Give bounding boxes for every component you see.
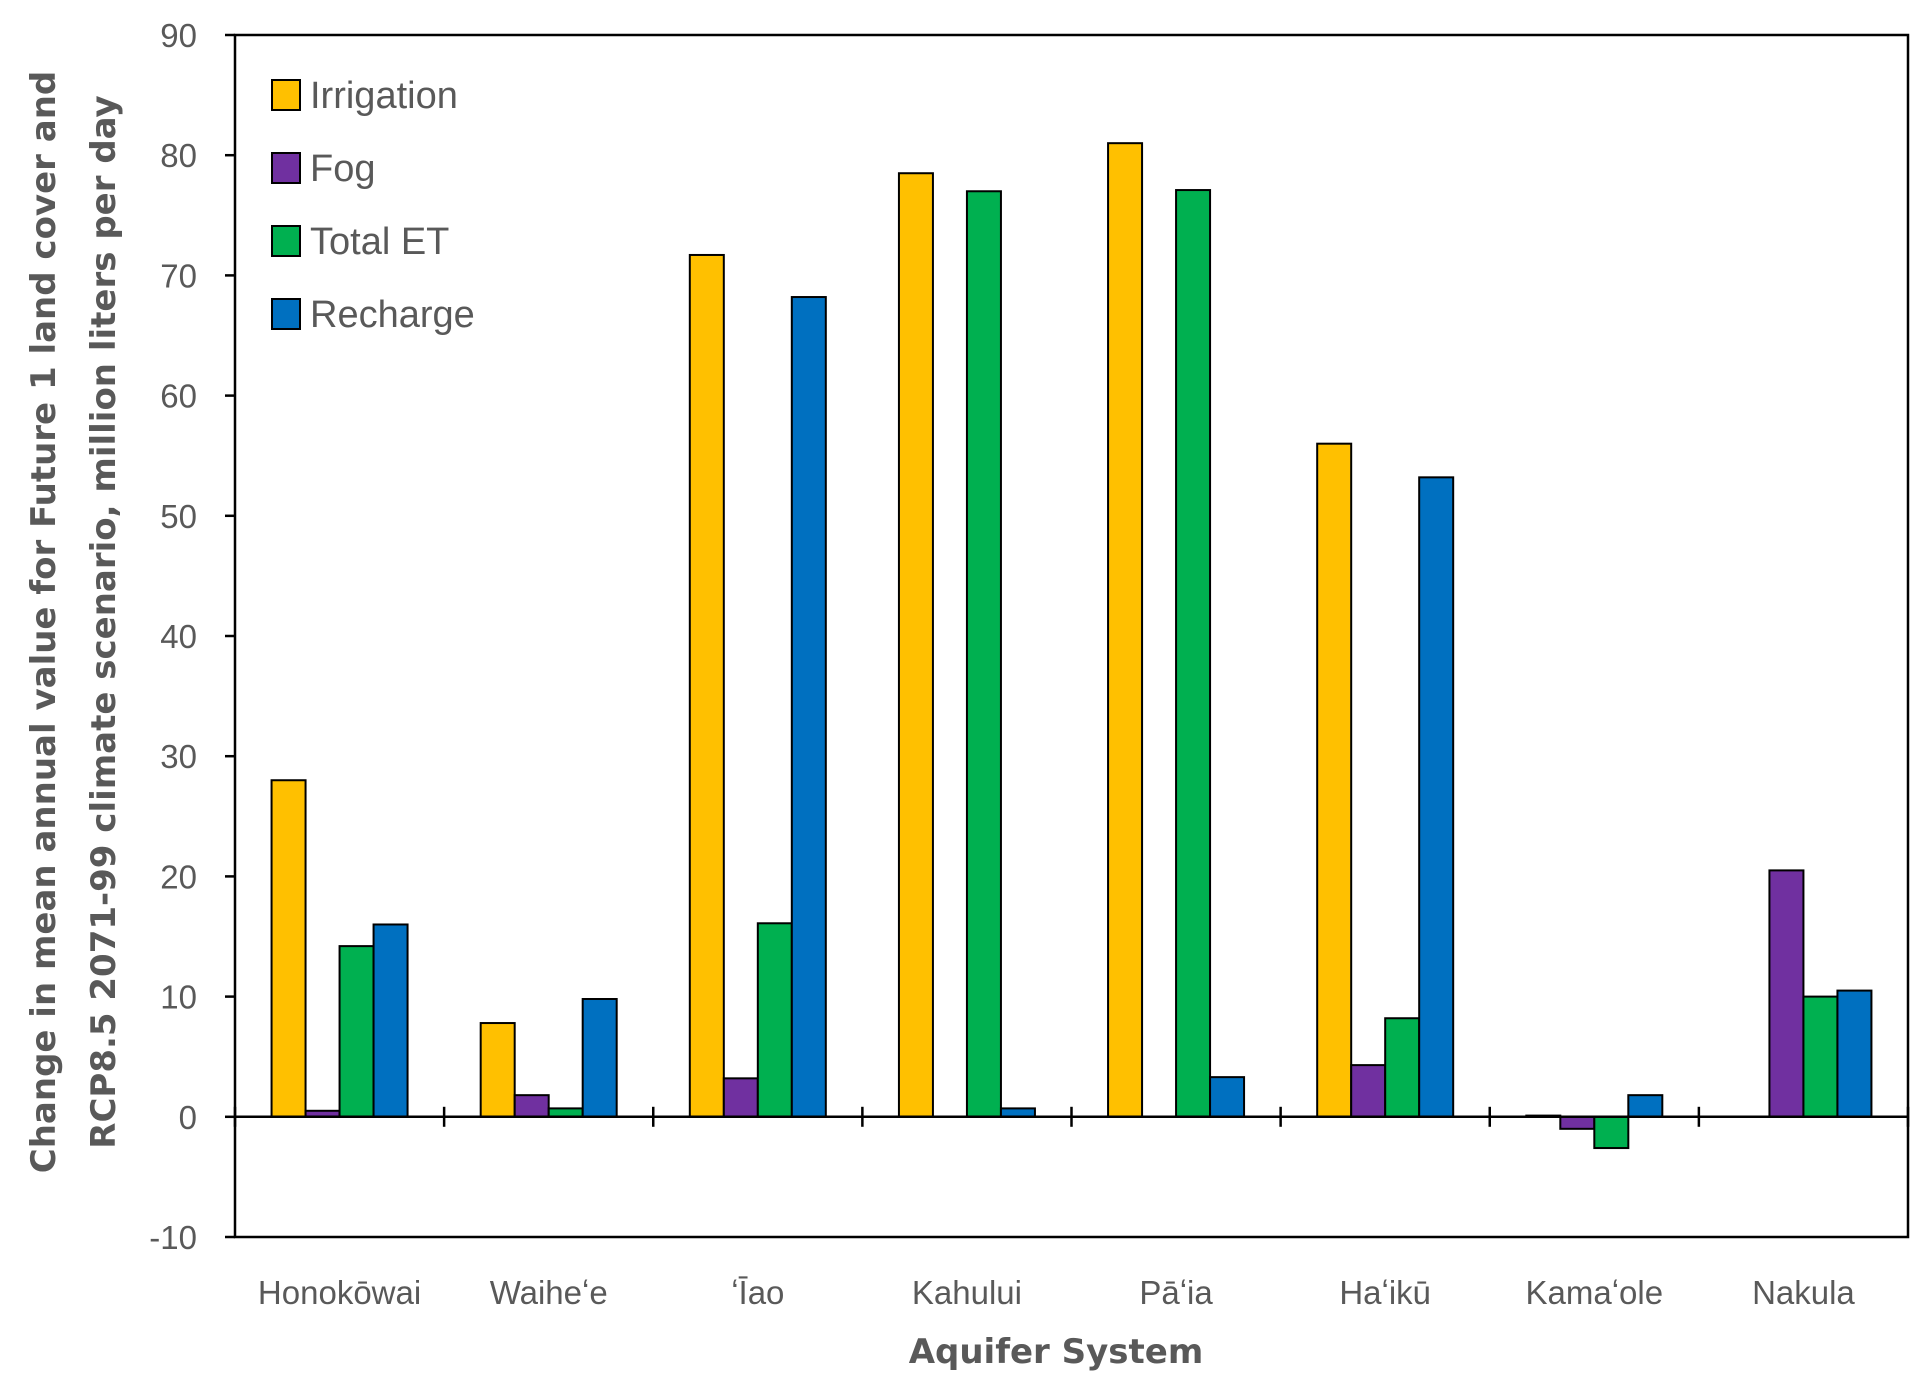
y-tick-label: 50	[160, 498, 197, 535]
legend-swatch-recharge	[271, 298, 301, 330]
bar-irrigation-5	[1316, 442, 1353, 1118]
y-tick-label: 60	[160, 378, 197, 415]
bar-total-et-3	[965, 190, 1002, 1118]
legend-label-recharge: Recharge	[310, 294, 475, 336]
x-tick-label: Honokōwai	[258, 1274, 421, 1311]
bar-total-et-0	[338, 945, 375, 1118]
y-tick-label: 30	[160, 738, 197, 775]
bar-recharge-1	[581, 998, 618, 1118]
y-tick-label: -10	[149, 1219, 197, 1256]
y-tick-label: 10	[160, 979, 197, 1016]
bar-recharge-2	[790, 296, 827, 1118]
bar-recharge-6	[1627, 1094, 1664, 1118]
y-tick-label: 0	[179, 1099, 197, 1136]
x-tick-label: Kahului	[912, 1274, 1022, 1311]
bar-recharge-3	[999, 1107, 1036, 1118]
y-tick-label: 20	[160, 858, 197, 895]
bar-fog-7	[1768, 869, 1805, 1118]
x-tick-label: Pāʻia	[1139, 1274, 1213, 1311]
bars-group	[270, 142, 1873, 1150]
legend-swatch-fog	[271, 152, 301, 184]
y-tick-label: 90	[160, 17, 197, 54]
y-tick-label: 70	[160, 257, 197, 294]
bar-irrigation-3	[897, 172, 934, 1118]
x-tick-label: Waiheʻe	[490, 1274, 608, 1311]
x-axis-title: Aquifer System	[909, 1332, 1204, 1372]
y-axis-title-line-1: Change in mean annual value for Future 1…	[24, 71, 64, 1173]
y-tick-label: 40	[160, 618, 197, 655]
y-tick-label: 80	[160, 137, 197, 174]
legend-swatch-total-et	[271, 225, 301, 257]
bar-irrigation-0	[270, 779, 307, 1118]
axis-titles: Aquifer System Change in mean annual val…	[24, 71, 1203, 1372]
x-tick-label: ʻĪao	[731, 1274, 784, 1311]
bar-total-et-4	[1175, 189, 1212, 1118]
legend-label-fog: Fog	[310, 148, 375, 190]
bar-total-et-6	[1593, 1115, 1630, 1150]
legend: Irrigation Fog Total ET Recharge	[271, 75, 475, 336]
bar-recharge-7	[1836, 989, 1873, 1118]
bar-recharge-0	[372, 923, 409, 1118]
x-tick-label: Nakula	[1752, 1274, 1855, 1311]
legend-swatch-irrigation	[271, 79, 301, 111]
bar-fog-2	[722, 1077, 759, 1118]
bar-recharge-5	[1418, 476, 1455, 1118]
bar-total-et-2	[756, 922, 793, 1118]
axes-group	[225, 33, 1910, 1239]
bar-irrigation-2	[688, 253, 725, 1118]
bar-total-et-7	[1802, 995, 1839, 1118]
bar-irrigation-1	[479, 1022, 516, 1118]
bar-irrigation-4	[1107, 142, 1144, 1118]
bar-total-et-5	[1384, 1017, 1421, 1118]
bar-total-et-1	[547, 1107, 584, 1118]
bar-fog-5	[1350, 1064, 1387, 1118]
bar-fog-6	[1559, 1115, 1596, 1130]
y-axis-title-line-2: RCP8.5 2071-99 climate scenario, million…	[84, 95, 124, 1148]
legend-label-irrigation: Irrigation	[310, 75, 458, 117]
bar-fog-1	[513, 1094, 550, 1118]
bar-recharge-4	[1209, 1076, 1246, 1118]
x-tick-label: Kamaʻole	[1526, 1274, 1664, 1311]
ticks-group: -10 0 10 20 30 40 50 60 70 80 90 Honokōwai Waiheʻe ʻĪ…	[149, 17, 1855, 1311]
legend-label-total-et: Total ET	[310, 221, 449, 263]
x-tick-label: Haʻikū	[1339, 1274, 1431, 1311]
